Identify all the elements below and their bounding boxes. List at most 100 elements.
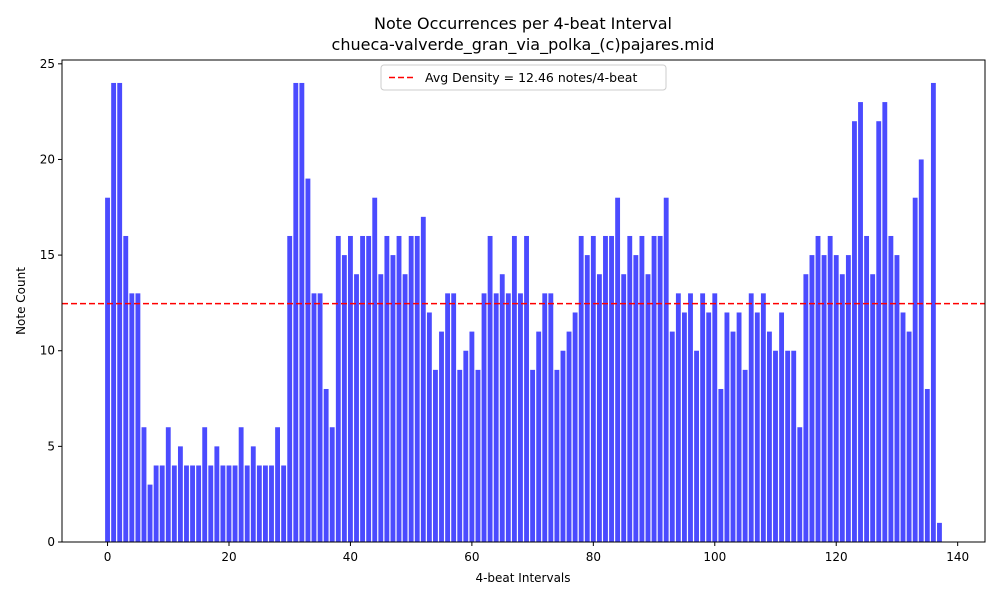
bar [372, 197, 378, 542]
y-axis-label: Note Count [14, 267, 28, 335]
bar [669, 331, 675, 542]
bar [827, 235, 833, 542]
bar [263, 465, 268, 542]
bar [153, 465, 159, 542]
bar [603, 235, 608, 542]
bar [536, 331, 542, 542]
y-tick-label: 10 [40, 344, 55, 358]
legend: Avg Density = 12.46 notes/4-beat [380, 64, 667, 91]
bar [815, 235, 821, 542]
bar [190, 465, 195, 542]
bar [390, 255, 396, 542]
bar [688, 293, 693, 542]
bar [111, 82, 117, 542]
bar [518, 293, 523, 542]
bar [384, 235, 390, 542]
bar [184, 465, 189, 542]
bar [530, 369, 536, 542]
bar [578, 235, 584, 542]
bar [311, 293, 317, 542]
bar [621, 274, 627, 542]
bar [117, 82, 123, 542]
bar [408, 235, 414, 542]
bar [870, 274, 876, 542]
bar [214, 446, 220, 542]
bar [906, 331, 912, 542]
bar [348, 235, 353, 542]
bar [366, 235, 372, 542]
bar [354, 274, 359, 542]
bar [542, 293, 548, 542]
bar [779, 312, 785, 542]
bar [894, 255, 900, 542]
bar [481, 293, 487, 542]
x-tick-label: 40 [343, 550, 358, 564]
bar [378, 274, 384, 542]
bar [323, 388, 329, 542]
bar [141, 427, 147, 542]
x-tick-label: 20 [221, 550, 236, 564]
bar [912, 197, 918, 542]
bar [937, 522, 942, 542]
bar [803, 274, 809, 542]
bar [463, 350, 469, 542]
bar [524, 235, 529, 542]
bar [736, 312, 742, 542]
bar [730, 331, 736, 542]
bar [767, 331, 772, 542]
bar [165, 427, 171, 542]
bar [651, 235, 657, 542]
bar [414, 235, 420, 542]
bar [590, 235, 596, 542]
plot-frame [61, 59, 986, 543]
bar [742, 369, 748, 542]
bar [420, 216, 426, 542]
bar [256, 465, 262, 542]
bar [457, 369, 463, 542]
bar [888, 235, 894, 542]
x-tick-label: 0 [104, 550, 112, 564]
bar [706, 312, 712, 542]
bar [445, 293, 451, 542]
chart-subtitle: chueca-valverde_gran_via_polka_(c)pajare… [332, 35, 715, 55]
bar [244, 465, 250, 542]
bar [876, 121, 882, 543]
y-axis: 0 5 10 15 20 25 [40, 57, 62, 549]
x-tick-label: 120 [825, 550, 848, 564]
bar [596, 274, 602, 542]
bar [396, 235, 402, 542]
bar [208, 465, 214, 542]
bar [754, 312, 760, 542]
bar [226, 465, 232, 542]
x-axis: 0 20 40 60 80 100 120 140 [104, 542, 969, 564]
bar [609, 235, 614, 542]
bar [129, 293, 135, 542]
bar [615, 197, 621, 542]
bar [159, 465, 165, 542]
bar [123, 235, 129, 542]
bar [675, 293, 681, 542]
bar [694, 350, 699, 542]
bar [566, 331, 572, 542]
bar [171, 465, 177, 542]
bar [712, 293, 718, 542]
bar [426, 312, 432, 542]
bar [275, 427, 280, 542]
x-tick-label: 140 [946, 550, 969, 564]
bar [475, 369, 481, 542]
bar [433, 369, 438, 542]
bar [269, 465, 274, 542]
bar [760, 293, 766, 542]
bar [681, 312, 687, 542]
bar [797, 427, 803, 542]
x-axis-label: 4-beat Intervals [475, 571, 570, 585]
y-tick-label: 25 [40, 57, 55, 71]
bar [924, 388, 930, 542]
bar [918, 159, 924, 542]
chart-title: Note Occurrences per 4-beat Interval [374, 14, 672, 33]
bar [329, 427, 335, 542]
x-tick-label: 80 [586, 550, 601, 564]
bar [560, 350, 566, 542]
bar [360, 235, 366, 542]
